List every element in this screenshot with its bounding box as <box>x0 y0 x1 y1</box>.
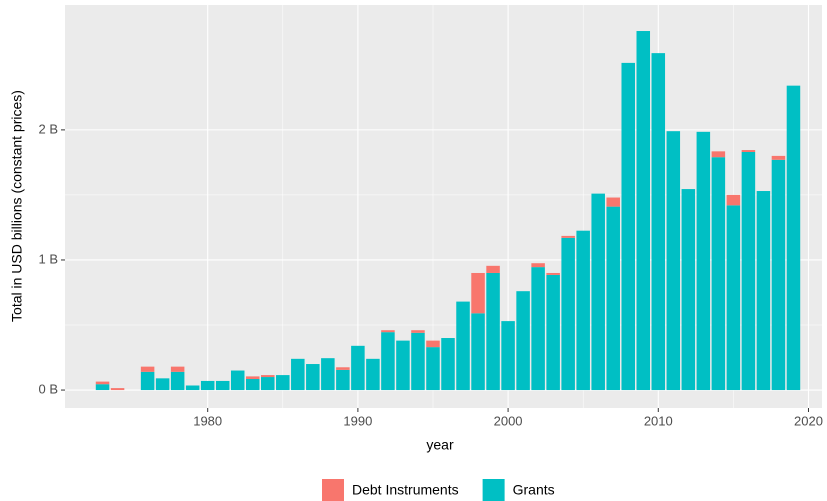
x-tick-label: 2010 <box>644 413 673 428</box>
bar <box>696 131 711 391</box>
bar <box>200 380 215 391</box>
bar <box>546 274 560 391</box>
bar <box>381 330 395 333</box>
bar <box>170 371 185 391</box>
legend-key <box>322 479 344 501</box>
x-tick-label: 1980 <box>193 413 222 428</box>
bar <box>726 194 741 206</box>
y-tick-label: 2 B <box>38 121 58 136</box>
bar <box>95 384 110 391</box>
bar <box>576 230 590 391</box>
bar <box>546 272 560 275</box>
bar <box>786 85 801 391</box>
bar <box>606 197 620 207</box>
bar <box>771 159 786 391</box>
y-tick-label: 1 B <box>38 251 58 266</box>
bar <box>426 347 440 391</box>
bar <box>711 157 726 391</box>
bar <box>771 155 786 160</box>
bar <box>666 131 681 391</box>
y-axis-label: Total in USD billions (constant prices) <box>9 90 25 322</box>
bar <box>396 340 410 391</box>
x-tick-label: 1990 <box>343 413 372 428</box>
bar <box>741 150 756 152</box>
bar <box>561 235 575 238</box>
bar <box>95 381 110 385</box>
bar <box>276 375 290 391</box>
bar <box>441 338 455 391</box>
bar <box>606 206 620 391</box>
bar <box>621 62 636 391</box>
bar <box>531 267 545 391</box>
bar <box>245 378 260 391</box>
bar <box>516 291 530 391</box>
bar <box>140 371 155 391</box>
bar <box>561 237 575 391</box>
bar <box>411 330 425 333</box>
bar <box>110 388 125 391</box>
bar <box>426 340 440 348</box>
bar <box>681 189 696 391</box>
bar <box>245 376 260 379</box>
bar <box>261 375 275 378</box>
bar <box>411 332 425 391</box>
bar <box>336 369 350 391</box>
x-axis-label: year <box>426 437 454 453</box>
bar <box>261 377 275 391</box>
legend-label: Debt Instruments <box>352 482 459 498</box>
bar <box>501 321 515 391</box>
bar <box>711 151 726 158</box>
x-tick-label: 2000 <box>494 413 523 428</box>
bar <box>381 332 395 391</box>
bar <box>726 205 741 391</box>
bar <box>291 358 305 391</box>
bar <box>741 151 756 391</box>
y-tick-label: 0 B <box>38 381 58 396</box>
bar <box>185 385 200 391</box>
bar <box>155 378 170 391</box>
bar <box>351 345 365 391</box>
bar <box>756 191 771 391</box>
bar <box>471 272 485 314</box>
bar <box>471 313 485 391</box>
bar <box>170 366 185 372</box>
legend-label: Grants <box>513 482 555 498</box>
bar <box>591 193 605 391</box>
bar <box>636 31 651 391</box>
x-tick-label: 2020 <box>794 413 823 428</box>
bar <box>456 301 470 391</box>
bar <box>140 366 155 372</box>
bar <box>230 370 245 391</box>
bar <box>336 367 350 370</box>
bar <box>531 263 545 268</box>
bar <box>366 358 380 391</box>
bar <box>215 380 230 391</box>
bar <box>486 265 500 273</box>
bar <box>486 272 500 391</box>
legend-key <box>482 479 505 501</box>
bar <box>321 358 335 391</box>
bar <box>651 53 666 391</box>
bar <box>306 364 320 391</box>
